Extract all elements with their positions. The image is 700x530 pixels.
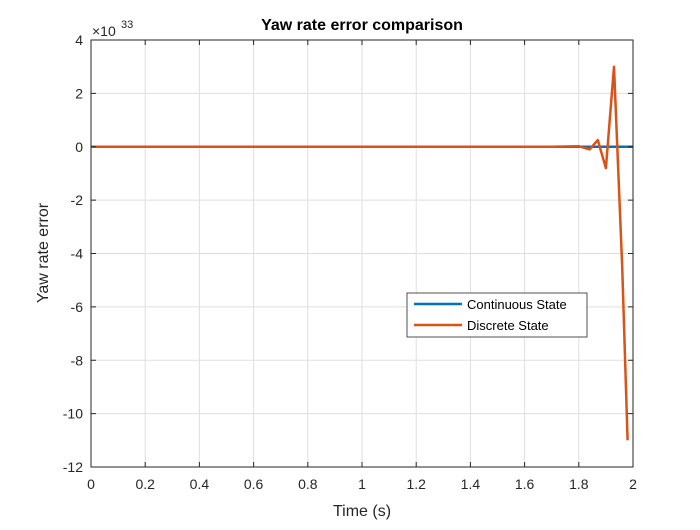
ticks xyxy=(90,39,634,468)
y-exponent-power: 33 xyxy=(121,19,133,31)
x-tick-label: 2 xyxy=(629,476,637,492)
y-tick-label: -4 xyxy=(71,246,84,262)
series-line-discrete-state xyxy=(91,65,629,441)
x-axis-title: Time (s) xyxy=(333,503,391,520)
x-tick-label: 0.8 xyxy=(298,476,318,492)
y-tick-label: -10 xyxy=(63,406,83,422)
x-tick-label: 0.4 xyxy=(190,476,210,492)
x-tick-label: 0.2 xyxy=(135,476,155,492)
x-tick-label: 1.2 xyxy=(406,476,426,492)
y-tick-label: -12 xyxy=(63,459,83,475)
y-axis-title: Yaw rate error xyxy=(35,202,52,303)
y-tick-label: -2 xyxy=(71,192,84,208)
y-exponent: ×10 33 xyxy=(92,19,133,39)
legend-label-discrete-state: Discrete State xyxy=(467,318,549,333)
x-tick-label: 1.8 xyxy=(569,476,589,492)
x-tick-label: 1.6 xyxy=(515,476,535,492)
y-tick-label: 0 xyxy=(75,139,83,155)
x-tick-label: 0 xyxy=(87,476,95,492)
x-tick-label: 0.6 xyxy=(244,476,264,492)
y-tick-label: 4 xyxy=(75,32,83,48)
legend-label-continuous-state: Continuous State xyxy=(467,297,567,312)
y-tick-label: 2 xyxy=(75,85,83,101)
legend-box xyxy=(406,292,588,338)
y-exponent-base: ×10 xyxy=(92,23,116,39)
x-tick-label: 1 xyxy=(358,476,366,492)
series-group xyxy=(91,65,633,441)
chart-title: Yaw rate error comparison xyxy=(261,17,463,34)
x-tick-labels: 0 0.2 0.4 0.6 0.8 1 1.2 1.4 1.6 1.8 2 xyxy=(87,476,637,492)
y-tick-label: -8 xyxy=(71,352,84,368)
y-tick-label: -6 xyxy=(71,299,84,315)
legend: Continuous State Discrete State xyxy=(406,292,588,338)
x-tick-label: 1.4 xyxy=(461,476,481,492)
y-tick-labels: 4 2 0 -2 -4 -6 -8 -10 -12 xyxy=(63,32,83,475)
